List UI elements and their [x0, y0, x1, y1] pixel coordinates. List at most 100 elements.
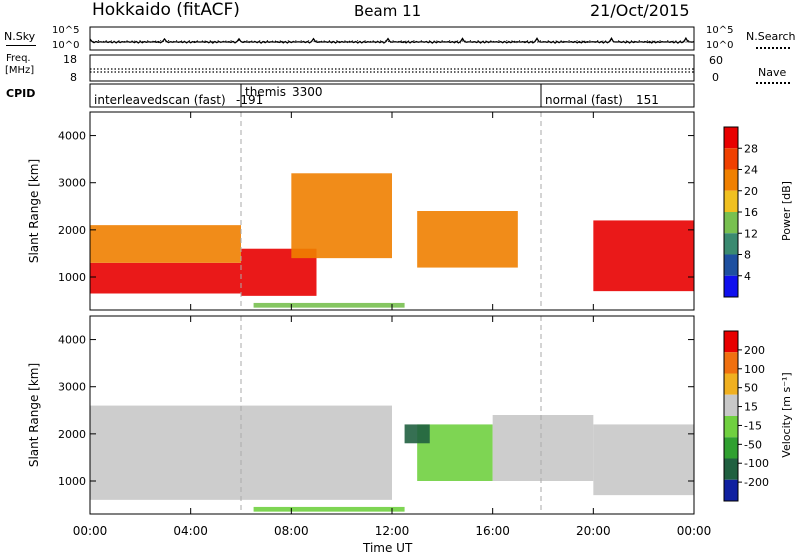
nsearch-dotted-line: [756, 47, 790, 49]
data-region-2: [404, 424, 430, 444]
data-region-6: [593, 220, 694, 292]
nsky-panel: 10^5 10^0 10^5 10^0: [52, 25, 733, 51]
velocity-data-cells: [90, 405, 694, 512]
colorbar-tick-label: 4: [744, 270, 751, 283]
colorbar-swatch: [724, 275, 738, 297]
colorbar-swatch: [724, 416, 738, 438]
velocity-cbar-label: Velocity [m s⁻¹]: [780, 372, 793, 457]
nave-tick-top: 60: [709, 54, 723, 67]
colorbar-tick-label: 12: [744, 227, 758, 240]
power-panel: 1000 2000 3000 4000: [58, 111, 695, 311]
velocity-ylabel: Slant Range [km]: [27, 363, 41, 467]
nsearch-tick-top: 10^5: [706, 25, 733, 36]
freq-tick-bottom: 8: [70, 71, 77, 84]
y-tick-label: 1000: [58, 475, 86, 488]
cpid-seg3-label: normal (fast): [545, 93, 623, 107]
colorbar-swatch: [724, 437, 738, 459]
freq-tick-top: 18: [63, 53, 77, 66]
colorbar-tick-label: 16: [744, 206, 758, 219]
colorbar-tick-label: -50: [744, 438, 762, 451]
colorbar-swatch: [724, 394, 738, 416]
colorbar-tick-label: 28: [744, 142, 758, 155]
freq-label: Freq.: [6, 53, 31, 64]
data-region-3: [492, 415, 594, 481]
y-tick-label: 3000: [58, 177, 86, 190]
power-cbar-label: Power [dB]: [780, 181, 793, 241]
x-tick-label: 00:00: [677, 524, 712, 538]
y-tick-label: 2000: [58, 428, 86, 441]
colorbar-swatch: [724, 254, 738, 276]
x-tick-label: 08:00: [274, 524, 309, 538]
nsky-underline: [6, 45, 36, 46]
nsearch-label: N.Search: [746, 30, 796, 43]
y-tick-label: 1000: [58, 271, 86, 284]
data-region-4: [417, 211, 518, 268]
colorbar-swatch: [724, 169, 738, 191]
cpid-seg3-code: 151: [636, 93, 659, 107]
colorbar-tick-label: 100: [744, 363, 765, 376]
colorbar-swatch: [724, 352, 738, 374]
cpid-seg2-code: 3300: [292, 85, 323, 99]
x-tick-label: 04:00: [173, 524, 208, 538]
colorbar-swatch: [724, 373, 738, 395]
colorbar-tick-label: -200: [744, 476, 769, 489]
colorbar-tick-label: -100: [744, 457, 769, 470]
nsky-tick-bottom: 10^0: [52, 40, 79, 51]
cpid-seg1-label: interleavedscan (fast): [94, 93, 226, 107]
y-tick-label: 4000: [58, 334, 86, 347]
cpid-label: CPID: [6, 87, 36, 100]
colorbar-swatch: [724, 212, 738, 234]
velocity-panel: 1000 2000 3000 4000: [58, 315, 695, 515]
date-title: 21/Oct/2015: [590, 1, 690, 20]
y-tick-label: 2000: [58, 224, 86, 237]
colorbar-tick-label: 50: [744, 382, 758, 395]
velocity-y-ticks: 1000 2000 3000 4000: [58, 334, 694, 488]
nsky-trace: [89, 36, 695, 44]
colorbar-swatch: [724, 331, 738, 353]
y-tick-label: 4000: [58, 130, 86, 143]
time-axis: 00:00 04:00 08:00 12:00 16:00 20:00 00:00: [73, 112, 712, 538]
power-ylabel: Slant Range [km]: [27, 159, 41, 263]
x-axis-label: Time UT: [362, 541, 413, 554]
y-tick-label: 3000: [58, 381, 86, 394]
power-y-ticks: 1000 2000 3000 4000: [58, 130, 694, 284]
x-tick-label: 20:00: [576, 524, 611, 538]
power-data-cells: [90, 173, 694, 308]
colorbar-tick-label: -15: [744, 419, 762, 432]
colorbar-tick-label: 24: [744, 164, 758, 177]
x-tick-label: 12:00: [375, 524, 410, 538]
beam-title: Beam 11: [354, 2, 422, 20]
cpid-seg2-label: themis: [245, 85, 286, 99]
velocity-colorbar: -200 -100 -50 -15 15 50 100 200: [723, 330, 769, 502]
data-region-3: [291, 173, 392, 259]
colorbar-swatch: [724, 233, 738, 255]
colorbar-tick-label: 20: [744, 185, 758, 198]
cpid-seg1-code: -191: [236, 93, 263, 107]
cpid-panel: interleavedscan (fast) -191 themis 3300 …: [89, 83, 695, 108]
power-colorbar: 4 8 12 16 20 24 28: [723, 126, 758, 298]
x-tick-label: 16:00: [475, 524, 510, 538]
nsky-label: N.Sky: [4, 30, 36, 43]
nave-dotted-line: [756, 82, 790, 84]
nave-label: Nave: [758, 66, 787, 79]
colorbar-tick-label: 8: [744, 249, 751, 262]
nsky-tick-top: 10^5: [52, 25, 79, 36]
colorbar-swatch: [724, 458, 738, 480]
nsearch-tick-bottom: 10^0: [706, 40, 733, 51]
data-region-1: [90, 225, 241, 263]
colorbar-swatch: [724, 127, 738, 149]
freq-unit-label: [MHz]: [5, 65, 35, 76]
colorbar-swatch: [724, 148, 738, 170]
x-tick-label: 00:00: [73, 524, 108, 538]
freq-panel: 18 8 60 0: [63, 53, 723, 84]
nave-tick-bottom: 0: [712, 71, 719, 84]
data-region-0: [90, 262, 241, 294]
data-region-4: [593, 424, 694, 496]
colorbar-swatch: [724, 190, 738, 212]
colorbar-tick-label: 15: [744, 401, 758, 414]
colorbar-tick-label: 200: [744, 344, 765, 357]
data-region-5: [253, 302, 405, 308]
data-region-5: [253, 506, 405, 512]
colorbar-swatch: [724, 479, 738, 501]
